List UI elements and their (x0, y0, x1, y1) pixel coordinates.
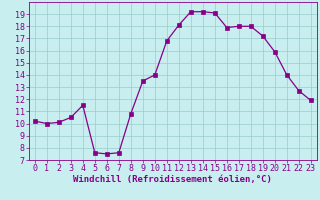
X-axis label: Windchill (Refroidissement éolien,°C): Windchill (Refroidissement éolien,°C) (73, 175, 272, 184)
